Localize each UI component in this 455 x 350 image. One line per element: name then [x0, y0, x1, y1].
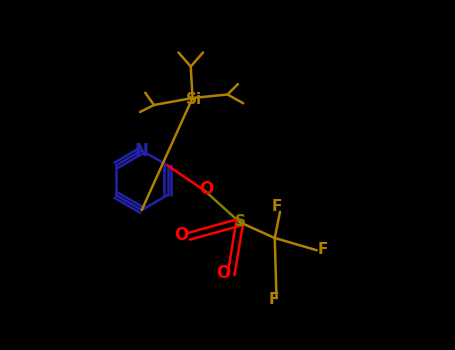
Text: Si: Si	[186, 92, 202, 106]
Text: S: S	[235, 215, 246, 229]
Text: O: O	[199, 180, 214, 198]
Text: F: F	[272, 199, 283, 214]
Text: F: F	[318, 242, 328, 257]
Text: F: F	[268, 293, 279, 307]
Text: O: O	[216, 264, 230, 282]
Text: N: N	[135, 141, 149, 160]
Text: O: O	[174, 225, 188, 244]
